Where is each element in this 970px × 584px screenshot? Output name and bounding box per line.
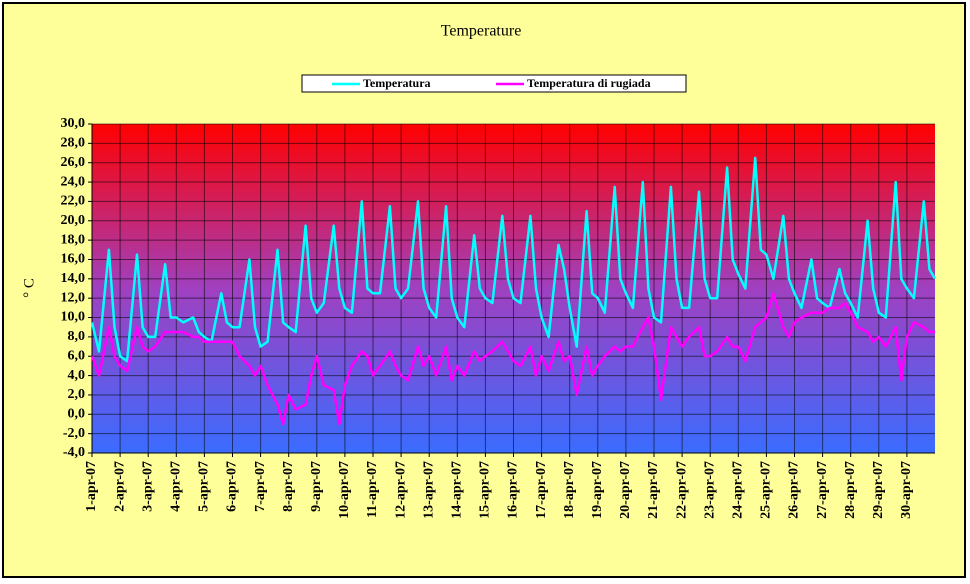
x-tick-label: 4-apr-07 [169,461,184,512]
x-tick-label: 2-apr-07 [112,461,127,512]
y-tick-label: 28,0 [61,136,86,151]
x-tick-label: 23-apr-07 [702,461,717,519]
y-tick-label: 12,0 [61,290,86,305]
x-tick-label: 3-apr-07 [140,461,155,512]
y-tick-label: 22,0 [61,194,86,209]
series-line [90,292,935,426]
series-line [90,156,937,363]
x-tick-label: 26-apr-07 [787,461,802,519]
x-tick-label: 12-apr-07 [393,461,408,519]
x-tick-label: 27-apr-07 [815,461,830,519]
y-tick-label: 18,0 [61,232,86,247]
x-tick-label: 18-apr-07 [562,461,577,519]
x-tick-label: 1-apr-07 [84,461,99,512]
legend-label: Temperatura [363,76,431,90]
x-tick-label: 11-apr-07 [365,461,380,518]
y-axis-label: ° C [21,278,37,298]
x-tick-label: 19-apr-07 [590,461,605,519]
legend-label: Temperatura di rugiada [527,76,651,90]
x-tick-label: 28-apr-07 [843,461,858,519]
y-tick-label: 30,0 [61,116,86,131]
x-tick-label: 7-apr-07 [253,461,268,512]
y-tick-label: 0,0 [68,407,86,422]
x-tick-label: 6-apr-07 [225,461,240,512]
x-tick-label: 24-apr-07 [731,461,746,519]
x-tick-label: 5-apr-07 [197,461,212,512]
x-tick-label: 10-apr-07 [337,461,352,519]
x-tick-label: 14-apr-07 [450,461,465,519]
y-tick-label: 16,0 [61,252,86,267]
y-tick-label: 26,0 [61,155,86,170]
x-tick-label: 30-apr-07 [899,461,914,519]
chart-title: Temperature [441,23,522,40]
x-tick-label: 21-apr-07 [646,461,661,519]
x-tick-label: 13-apr-07 [421,461,436,519]
x-tick-label: 22-apr-07 [674,461,689,519]
y-tick-label: -2,0 [63,426,85,441]
legend [301,74,687,93]
x-tick-label: 16-apr-07 [506,461,521,519]
y-tick-label: 10,0 [61,310,86,325]
y-tick-label: 4,0 [68,368,86,383]
x-tick-label: 8-apr-07 [281,461,296,512]
x-tick-label: 9-apr-07 [309,461,324,512]
y-tick-label: 14,0 [61,271,86,286]
x-tick-label: 20-apr-07 [618,461,633,519]
y-tick-label: 2,0 [68,387,86,402]
x-tick-label: 15-apr-07 [478,461,493,519]
x-tick-label: 29-apr-07 [871,461,886,519]
x-tick-label: 17-apr-07 [534,461,549,519]
y-tick-label: 24,0 [61,174,86,189]
x-tick-label: 25-apr-07 [759,461,774,519]
y-tick-label: 8,0 [68,329,86,344]
y-tick-label: -4,0 [63,445,85,460]
y-tick-label: 6,0 [68,348,86,363]
y-tick-label: 20,0 [61,213,86,228]
